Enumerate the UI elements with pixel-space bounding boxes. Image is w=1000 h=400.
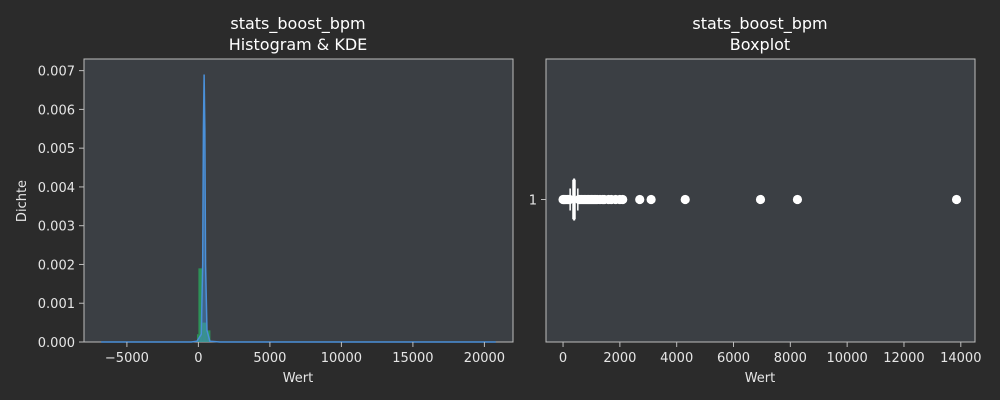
y-tick-label: 0.002 <box>38 258 75 273</box>
outlier-point <box>564 194 575 205</box>
y-tick-label: 0.000 <box>38 336 75 351</box>
outlier-point <box>951 194 962 205</box>
outlier-point <box>618 194 628 205</box>
histogram-x-label: Wert <box>283 371 314 386</box>
y-tick-label: 0.006 <box>38 103 75 118</box>
outlier-point <box>646 194 656 205</box>
kde-line <box>101 74 496 343</box>
y-tick-label: 0.007 <box>38 65 75 80</box>
x-tick-label: 8000 <box>774 351 807 366</box>
x-tick-label: 10000 <box>321 351 362 366</box>
histogram-bar <box>196 334 199 342</box>
x-tick-label: −5000 <box>105 351 149 366</box>
x-tick-label: 0 <box>194 351 202 366</box>
boxplot-subtitle: Boxplot <box>730 35 790 54</box>
y-tick-label: 0.005 <box>38 142 75 157</box>
histogram-bar <box>202 322 207 342</box>
x-tick-label: 12000 <box>883 351 924 366</box>
x-tick-label: 0 <box>559 351 567 366</box>
y-tick-label: 0.001 <box>38 297 75 312</box>
x-tick-label: 6000 <box>717 351 750 366</box>
x-tick-label: 5000 <box>253 351 286 366</box>
histogram-y-label: Dichte <box>15 180 30 222</box>
boxplot-y-ticks: 1 <box>529 194 546 209</box>
x-tick-label: 20000 <box>464 351 505 366</box>
y-tick-label: 1 <box>529 194 537 209</box>
x-tick-label: 15000 <box>392 351 433 366</box>
histogram-marks <box>101 74 496 343</box>
y-tick-label: 0.004 <box>38 181 75 196</box>
x-tick-label: 14000 <box>940 351 981 366</box>
x-tick-label: 4000 <box>660 351 693 366</box>
histogram-plot-area <box>83 58 514 343</box>
histogram-x-ticks: −5000 0 5000 10000 15000 20000 <box>105 342 505 366</box>
histogram-bar <box>198 268 203 342</box>
histogram-panel: stats_boost_bpm Histogram & KDE −5000 0 50… <box>15 14 514 386</box>
boxplot-title: stats_boost_bpm <box>692 14 827 34</box>
outlier-point <box>635 194 645 205</box>
outlier-point <box>755 194 766 205</box>
x-tick-label: 10000 <box>826 351 867 366</box>
histogram-y-ticks: 0.000 0.001 0.002 0.003 0.004 0.005 0.006 0.007 <box>38 65 84 351</box>
boxplot-x-label: Wert <box>745 371 776 386</box>
outlier-point <box>680 194 690 205</box>
boxplot-x-ticks: 0 2000 4000 6000 8000 10000 12000 14000 <box>559 342 981 366</box>
histogram-subtitle: Histogram & KDE <box>229 35 368 54</box>
x-tick-label: 2000 <box>603 351 636 366</box>
outlier-point <box>792 194 803 205</box>
histogram-title: stats_boost_bpm <box>230 14 365 34</box>
y-tick-label: 0.003 <box>38 220 75 235</box>
boxplot-marks <box>558 178 962 221</box>
boxplot-panel: stats_boost_bpm Boxplot 0 2000 4000 6000 800… <box>529 14 982 386</box>
